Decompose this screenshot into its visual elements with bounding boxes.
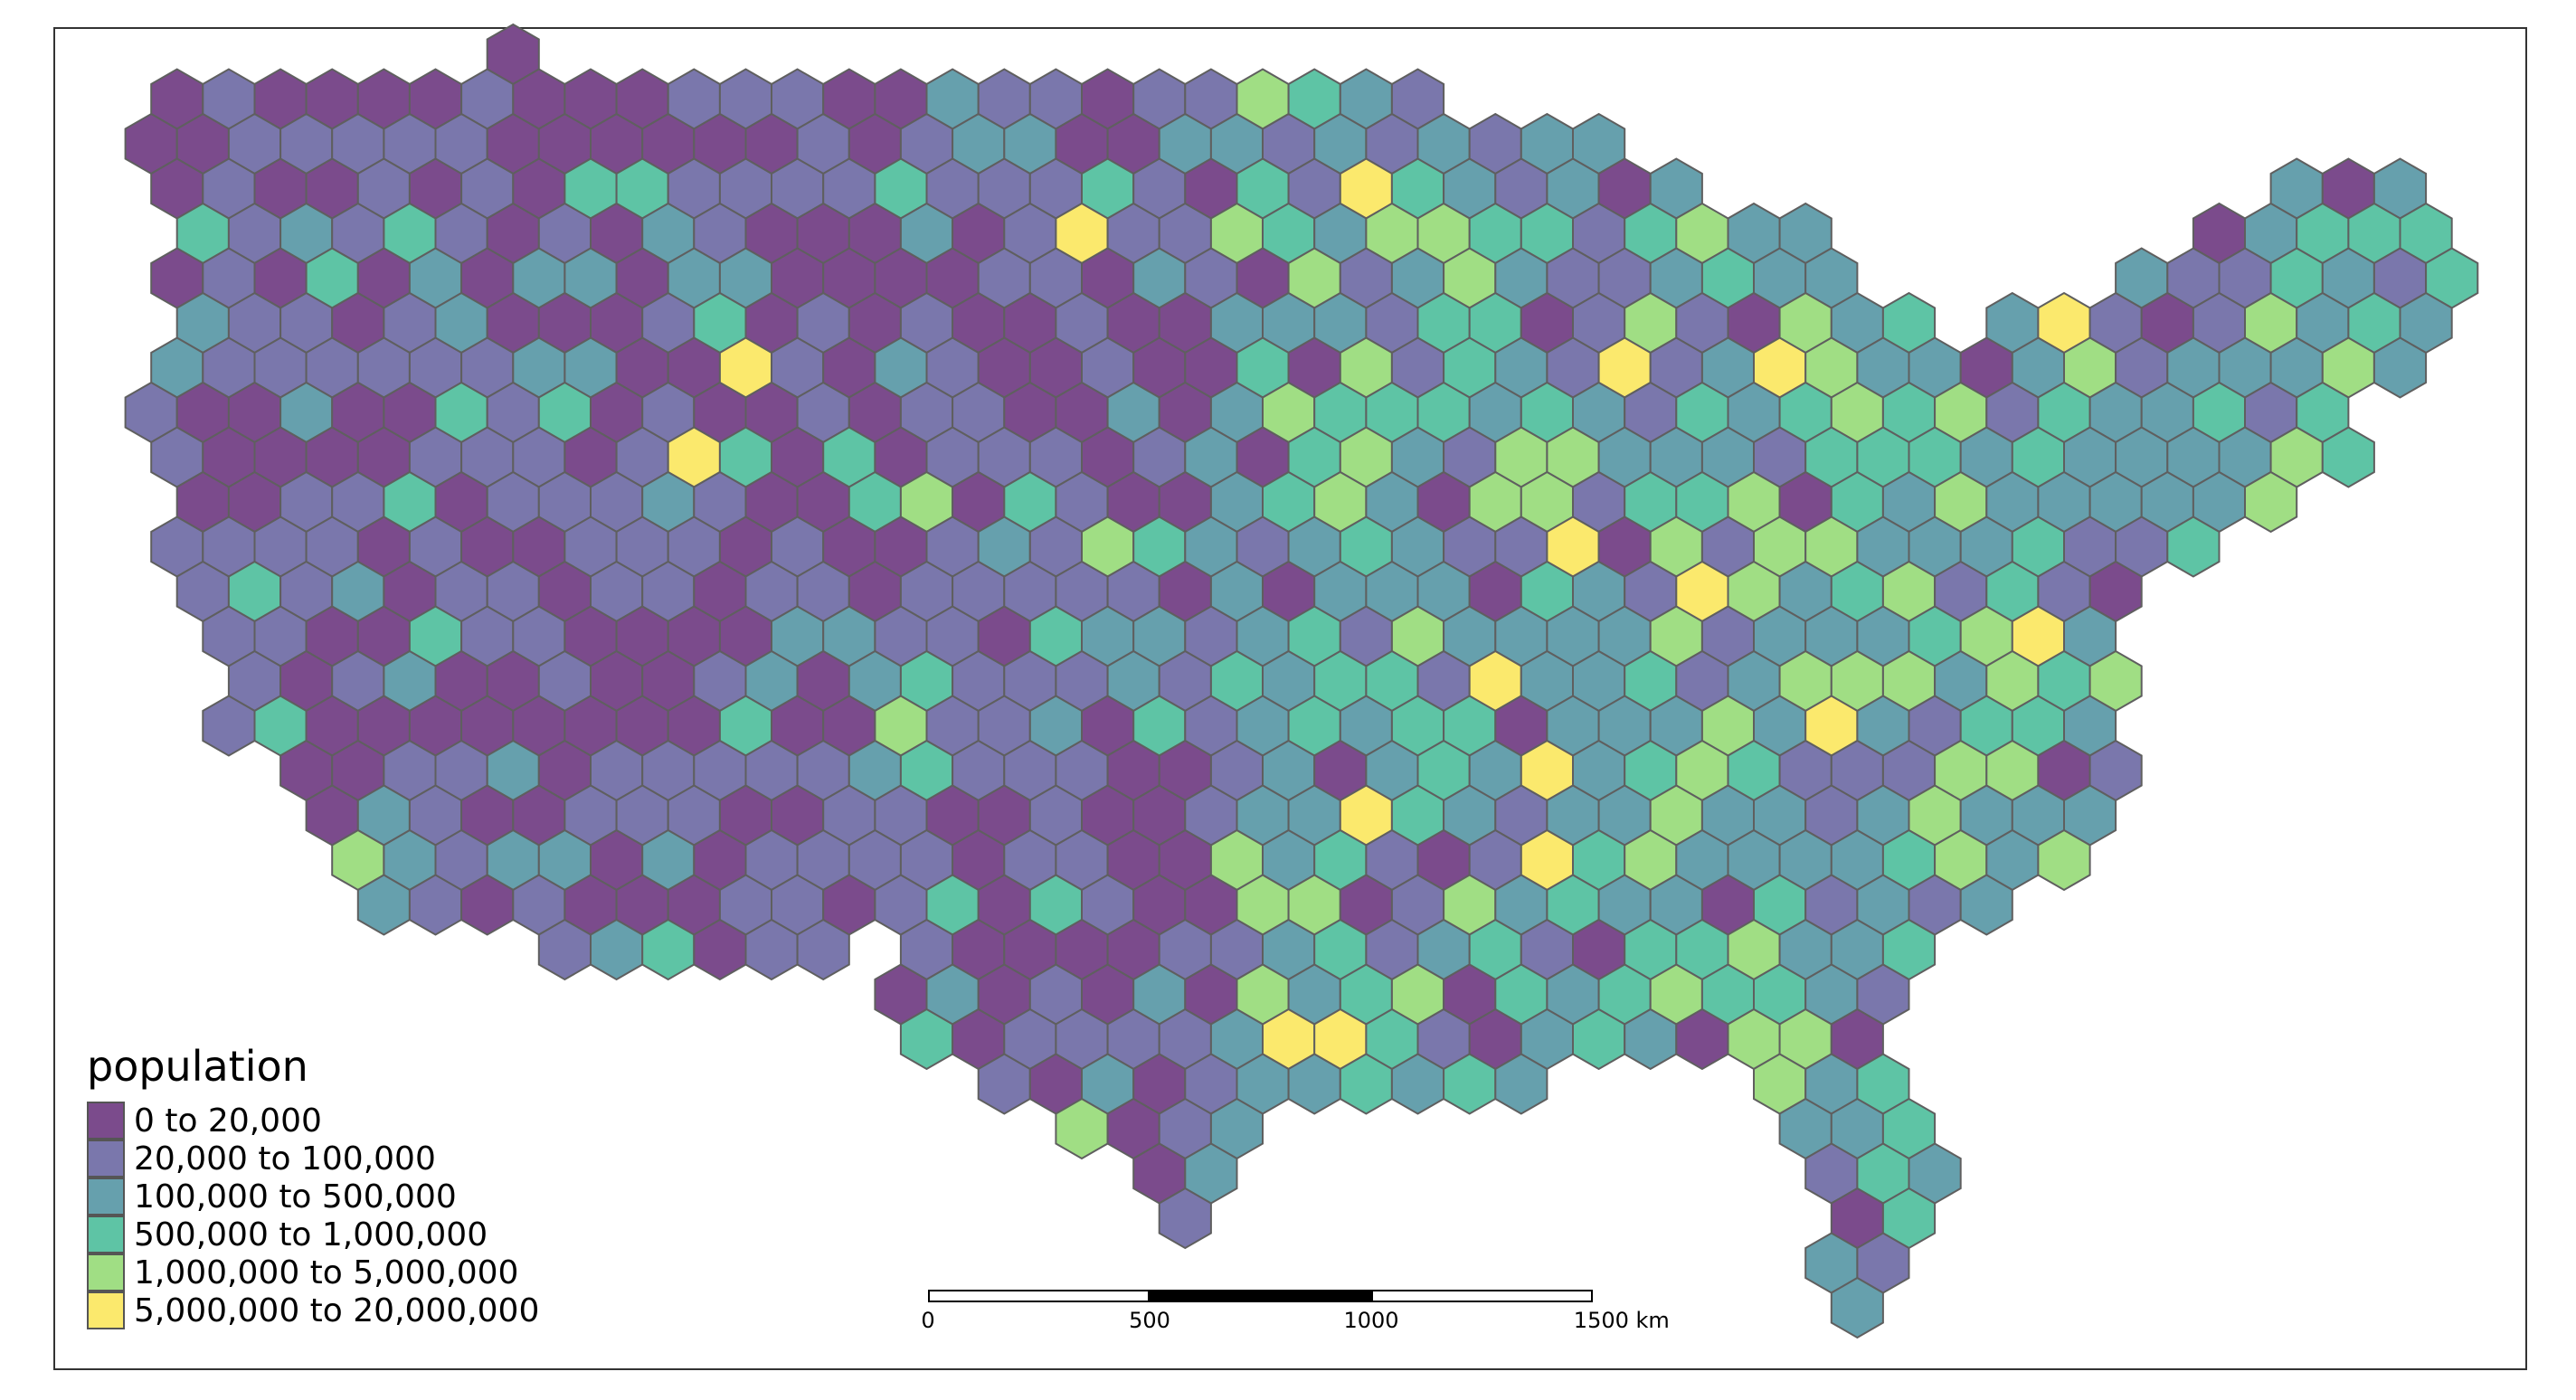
legend-title: population (87, 1042, 308, 1091)
scale-label-1000: 1000 (1343, 1308, 1399, 1333)
scale-bar-segment (1150, 1290, 1371, 1302)
hex-cell (1158, 1187, 1212, 1250)
hex-cell (1494, 1053, 1548, 1115)
hex-cell (2244, 470, 2298, 534)
legend-swatch (87, 1291, 125, 1329)
hex-cell (2321, 426, 2375, 488)
hex-cell (2372, 336, 2428, 399)
scale-bar: 0 500 1000 1500 km (921, 1290, 1670, 1333)
legend-item-5: 5,000,000 to 20,000,000 (87, 1291, 539, 1329)
hex-cell (2166, 516, 2221, 578)
legend-swatch (87, 1102, 125, 1140)
scale-label-500: 500 (1129, 1308, 1170, 1333)
legend-swatch (87, 1140, 125, 1178)
legend-item-0: 0 to 20,000 (87, 1102, 539, 1140)
legend-label: 20,000 to 100,000 (134, 1140, 436, 1178)
hex-cell (1959, 874, 2013, 936)
scale-label-1500: 1500 km (1573, 1308, 1670, 1333)
scale-bar-segment (928, 1290, 1150, 1302)
legend-label: 100,000 to 500,000 (134, 1178, 457, 1216)
legend-item-1: 20,000 to 100,000 (87, 1140, 539, 1178)
scale-label-0: 0 (921, 1308, 935, 1333)
hex-cells (124, 23, 2479, 1339)
legend-item-4: 1,000,000 to 5,000,000 (87, 1253, 539, 1291)
scale-bar-segment (1371, 1290, 1593, 1302)
hex-cell (2037, 828, 2091, 892)
legend-swatch (87, 1216, 125, 1253)
legend-swatch (87, 1178, 125, 1216)
hex-cell (796, 918, 850, 981)
legend-label: 5,000,000 to 20,000,000 (134, 1291, 540, 1329)
legend: population 0 to 20,000 20,000 to 100,000… (87, 1045, 539, 1329)
legend-item-3: 500,000 to 1,000,000 (87, 1216, 539, 1253)
legend-label: 1,000,000 to 5,000,000 (134, 1253, 519, 1291)
legend-label: 0 to 20,000 (134, 1102, 322, 1140)
legend-item-2: 100,000 to 500,000 (87, 1178, 539, 1216)
hex-cell (1830, 1276, 1884, 1339)
legend-swatch (87, 1253, 125, 1291)
legend-label: 500,000 to 1,000,000 (134, 1216, 488, 1253)
